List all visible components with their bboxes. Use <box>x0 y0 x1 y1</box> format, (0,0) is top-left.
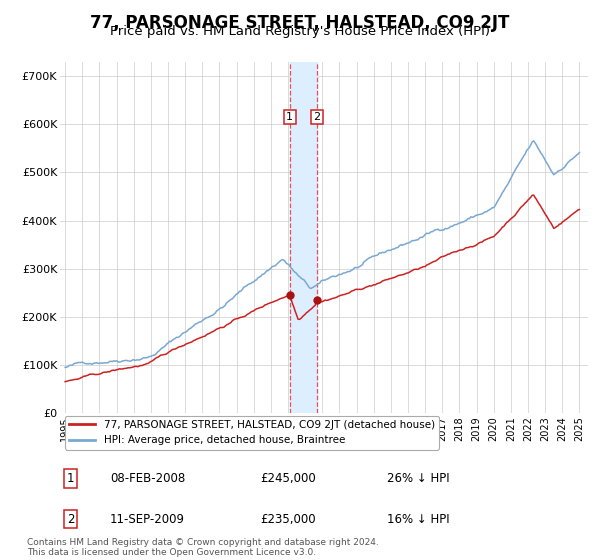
Text: Contains HM Land Registry data © Crown copyright and database right 2024.
This d: Contains HM Land Registry data © Crown c… <box>27 538 379 557</box>
Text: 2: 2 <box>67 512 74 525</box>
Text: £235,000: £235,000 <box>260 512 316 525</box>
Text: 1: 1 <box>286 112 293 122</box>
Text: 16% ↓ HPI: 16% ↓ HPI <box>388 512 450 525</box>
Text: 11-SEP-2009: 11-SEP-2009 <box>110 512 185 525</box>
Legend: 77, PARSONAGE STREET, HALSTEAD, CO9 2JT (detached house), HPI: Average price, de: 77, PARSONAGE STREET, HALSTEAD, CO9 2JT … <box>65 416 439 450</box>
Text: 77, PARSONAGE STREET, HALSTEAD, CO9 2JT: 77, PARSONAGE STREET, HALSTEAD, CO9 2JT <box>91 14 509 32</box>
Text: Price paid vs. HM Land Registry's House Price Index (HPI): Price paid vs. HM Land Registry's House … <box>110 25 490 38</box>
Text: 26% ↓ HPI: 26% ↓ HPI <box>388 472 450 485</box>
Text: 08-FEB-2008: 08-FEB-2008 <box>110 472 185 485</box>
Text: 1: 1 <box>67 472 74 485</box>
Text: £245,000: £245,000 <box>260 472 316 485</box>
Text: 2: 2 <box>314 112 321 122</box>
Bar <box>290 62 317 413</box>
